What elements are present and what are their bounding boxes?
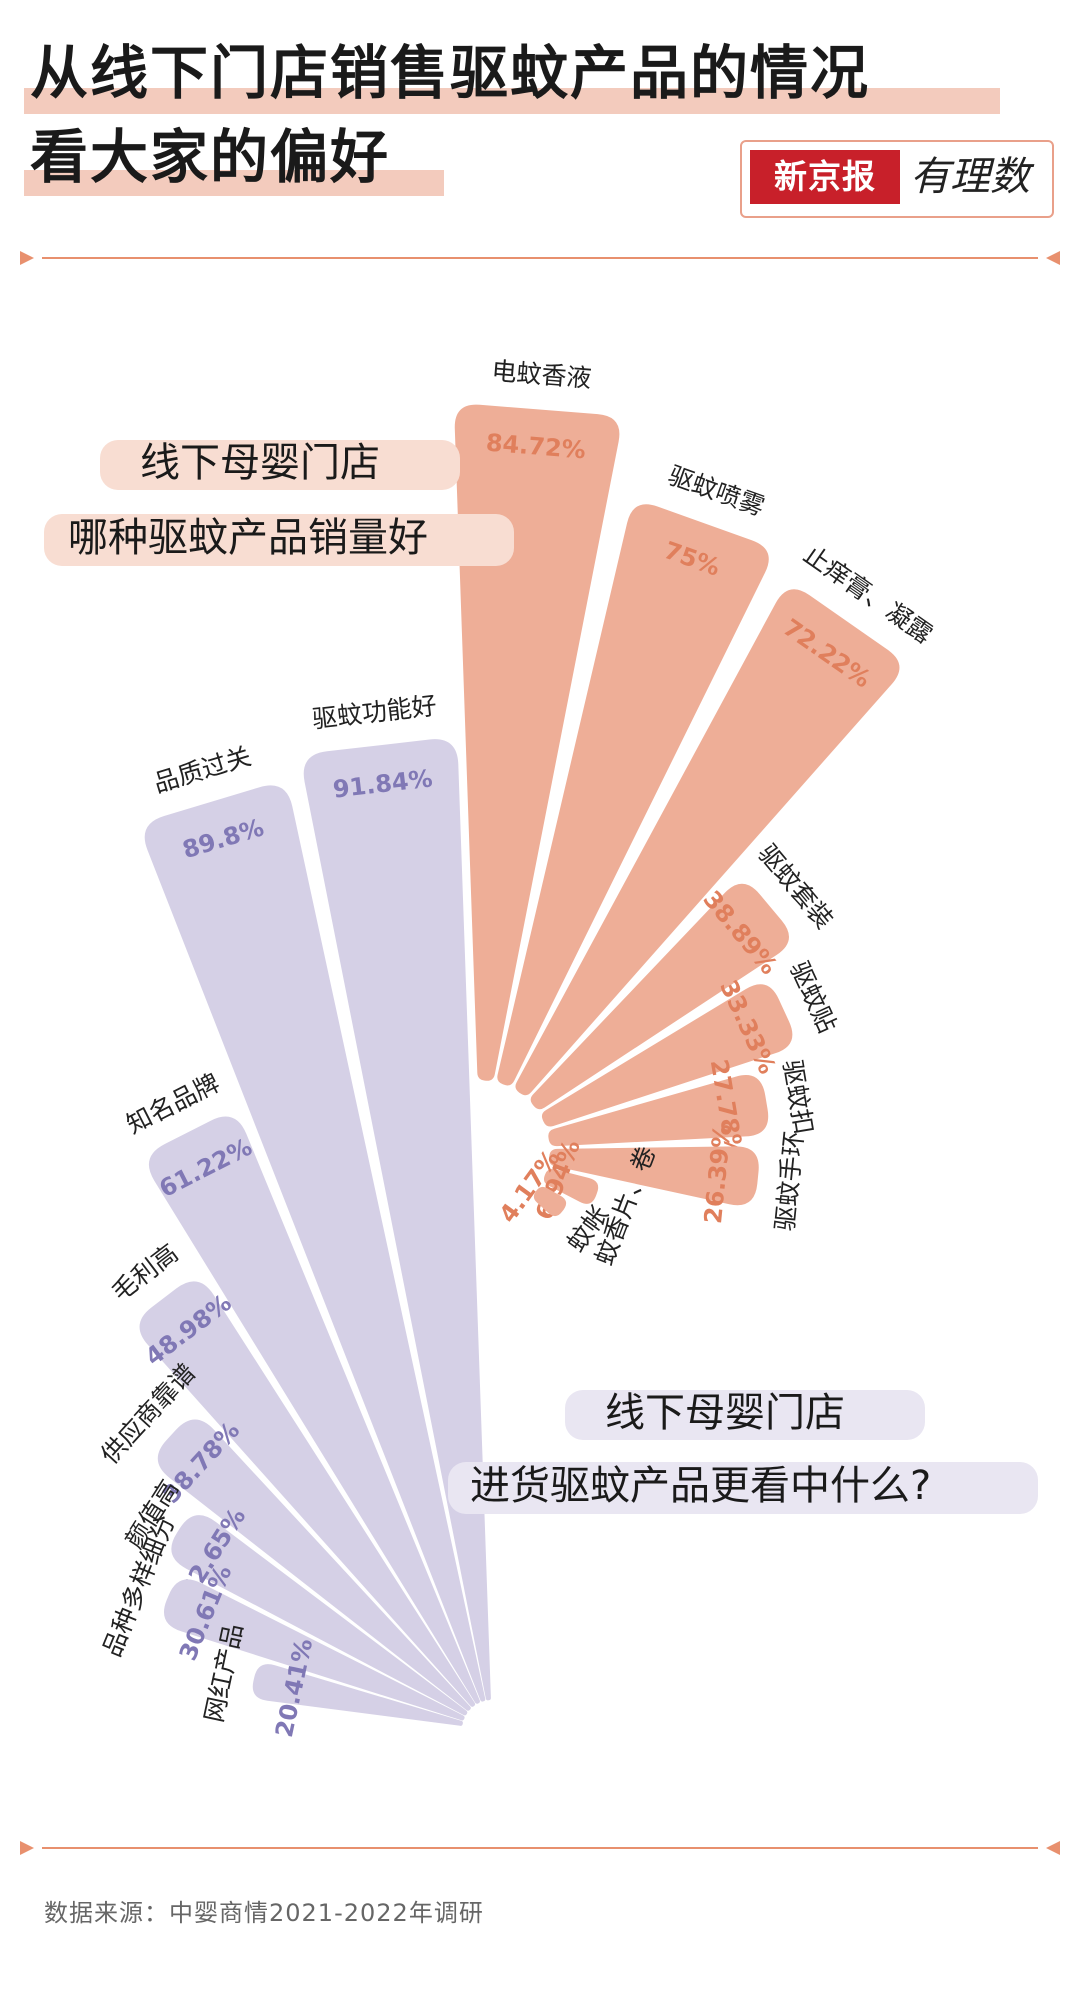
title-highlight-2 <box>24 170 444 196</box>
page-title-line-1: 从线下门店销售驱蚊产品的情况 <box>30 39 871 107</box>
logo-sub: 有理数 <box>910 154 1030 200</box>
data-source: 数据来源：中婴商情2021-2022年调研 <box>44 1899 484 1927</box>
purchase-bar <box>139 1281 476 1707</box>
sales-chart: 84.72%电蚊香液75%驱蚊喷雾72.22%止痒膏、凝露38.89%驱蚊套装3… <box>454 356 938 1269</box>
sales-question-line-1: 线下母婴门店 <box>140 440 380 486</box>
sales-question-bg-2 <box>44 514 514 566</box>
purchase-bar <box>148 1116 480 1704</box>
sales-category-label: 电蚊香液 <box>491 356 593 393</box>
purchase-question-bg-1 <box>565 1390 925 1440</box>
purchase-chart: 91.84%驱蚊功能好89.8%品质过关61.22%知名品牌48.98%毛利高3… <box>95 691 491 1740</box>
sales-bar <box>541 984 793 1127</box>
purchase-bar <box>144 785 486 1702</box>
sales-bar <box>454 404 620 1081</box>
top-divider <box>20 250 1060 266</box>
sales-bar <box>530 883 789 1110</box>
purchase-category-label: 品质过关 <box>150 742 254 799</box>
purchase-bar <box>303 739 491 1701</box>
sales-category-label: 驱蚊喷雾 <box>664 461 768 522</box>
sales-category-label: 驱蚊手环 <box>770 1130 809 1232</box>
sales-bar <box>549 1146 759 1206</box>
logo-brand: 新京报 <box>750 150 900 204</box>
bottom-divider <box>20 1840 1060 1856</box>
sales-bar <box>543 1168 599 1204</box>
sales-category-label: 驱蚊扣 <box>777 1058 818 1137</box>
purchase-category-label: 驱蚊功能好 <box>311 691 439 734</box>
sales-bar <box>497 504 769 1086</box>
title-highlight-1 <box>24 88 1000 114</box>
purchase-bar <box>252 1664 463 1726</box>
purchase-bar <box>157 1419 471 1711</box>
brand-logo: 新京报 有理数 <box>740 140 1054 218</box>
sales-category-label: 驱蚊贴 <box>784 957 842 1037</box>
purchase-question-line-2: 进货驱蚊产品更看中什么? <box>470 1463 932 1509</box>
sales-bar <box>533 1186 567 1217</box>
sales-bar <box>515 589 900 1096</box>
page-title-line-2: 看大家的偏好 <box>30 123 391 191</box>
purchase-question-line-1: 线下母婴门店 <box>605 1390 845 1436</box>
purchase-bar <box>163 1579 465 1721</box>
sales-question-line-2: 哪种驱蚊产品销量好 <box>68 515 428 561</box>
sales-bar <box>548 1075 769 1147</box>
purchase-bar <box>171 1515 468 1716</box>
purchase-question-bg-2 <box>448 1462 1038 1514</box>
sales-question-bg-1 <box>100 440 460 490</box>
